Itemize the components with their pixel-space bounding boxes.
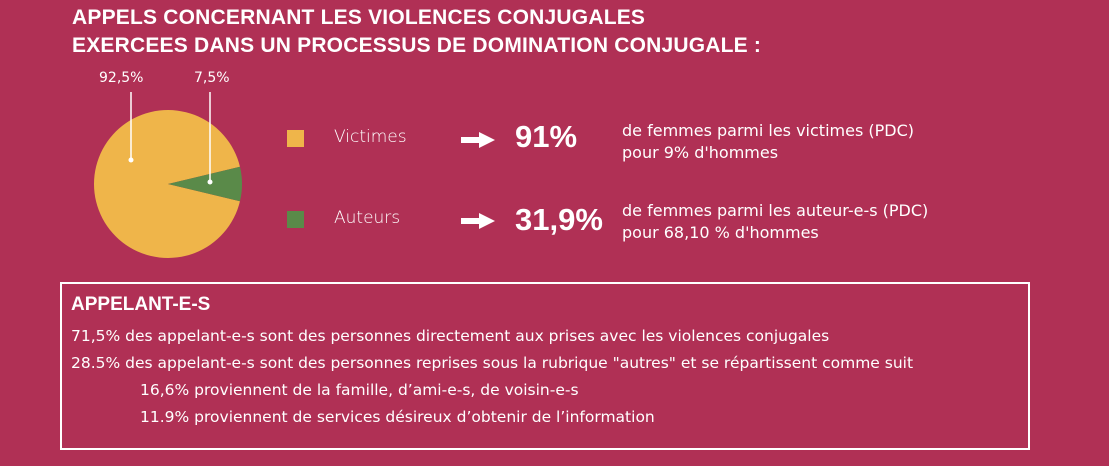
desc-victimes: de femmes parmi les victimes (PDC) pour …: [622, 120, 914, 164]
box-sub-2: 11.9% proviennent de services désireux d…: [140, 408, 655, 426]
pie-chart: 92,5% 7,5%: [93, 70, 255, 260]
desc-victimes-line-2: pour 9% d'hommes: [622, 143, 779, 162]
stat-auteurs: 31,9%: [515, 202, 603, 237]
leader-line-victimes-dot: [128, 157, 134, 163]
pie-slice-auteurs: [168, 166, 242, 202]
box-sub-1: 16,6% proviennent de la famille, d’ami-e…: [140, 381, 579, 399]
box-line-2: 28.5% des appelant-e-s sont des personne…: [71, 354, 914, 372]
desc-auteurs-line-2: pour 68,10 % d'hommes: [622, 223, 819, 242]
box-title: APPELANT-E-S: [71, 294, 211, 315]
legend-label-victimes: Victimes: [334, 127, 407, 147]
box-line-1: 71,5% des appelant-e-s sont des personne…: [71, 327, 830, 345]
slice-label-auteurs: 7,5%: [194, 70, 230, 86]
title-line-1: APPELS CONCERNANT LES VIOLENCES CONJUGAL…: [72, 6, 646, 29]
arrow-right-icon: [461, 132, 495, 148]
desc-auteurs-line-1: de femmes parmi les auteur-e-s (PDC): [622, 201, 929, 220]
arrow-right-icon: [461, 213, 495, 229]
pie-svg: [93, 92, 242, 258]
page-title: APPELS CONCERNANT LES VIOLENCES CONJUGAL…: [72, 4, 761, 60]
desc-victimes-line-1: de femmes parmi les victimes (PDC): [622, 121, 914, 140]
slice-label-victimes: 92,5%: [99, 70, 144, 86]
stat-victimes: 91%: [515, 119, 578, 154]
title-line-2: EXERCEES DANS UN PROCESSUS DE DOMINATION…: [72, 34, 762, 57]
desc-auteurs: de femmes parmi les auteur-e-s (PDC) pou…: [622, 200, 928, 244]
leader-line-auteurs-dot: [207, 179, 213, 185]
appelants-box: APPELANT-E-S 71,5% des appelant-e-s sont…: [60, 282, 1030, 450]
legend-swatch-victimes: [287, 130, 304, 147]
legend-swatch-auteurs: [287, 211, 304, 228]
legend-label-auteurs: Auteurs: [334, 208, 401, 228]
